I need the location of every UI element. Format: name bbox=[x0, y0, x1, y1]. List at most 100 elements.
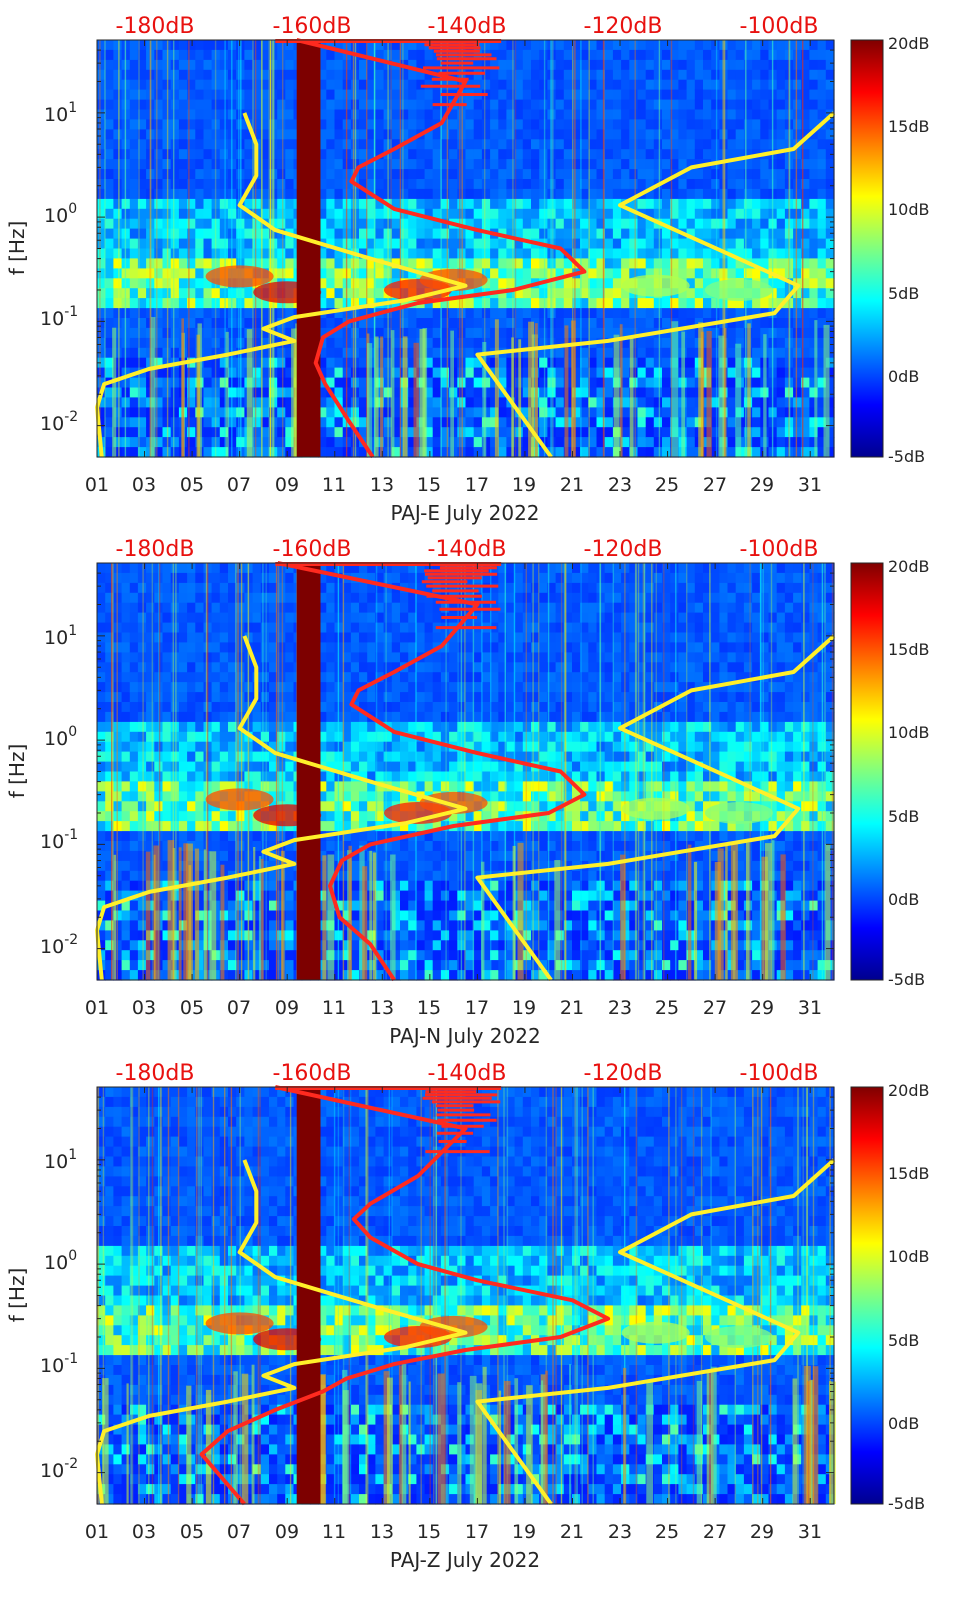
heatmap-cell bbox=[187, 662, 196, 673]
heatmap-cell bbox=[563, 79, 573, 91]
heatmap-cell bbox=[825, 387, 835, 398]
heatmap-cell bbox=[383, 397, 393, 408]
heatmap-cell bbox=[269, 900, 278, 912]
heatmap-cell bbox=[694, 288, 704, 299]
heatmap-cell bbox=[326, 139, 336, 150]
heatmap-cell bbox=[211, 179, 221, 190]
reference-noise-curve bbox=[475, 111, 836, 459]
heatmap-cell bbox=[825, 49, 835, 61]
heatmap-cell bbox=[506, 69, 516, 81]
heatmap-cell bbox=[252, 731, 262, 743]
heatmap-cell bbox=[686, 89, 696, 101]
heatmap-cell bbox=[129, 950, 139, 961]
heatmap-cell bbox=[825, 89, 835, 101]
heatmap-cell bbox=[563, 89, 573, 101]
heatmap-cell bbox=[252, 377, 262, 389]
heatmap-cell bbox=[146, 59, 155, 71]
heatmap-cell bbox=[195, 288, 205, 299]
heatmap-streak bbox=[745, 40, 747, 457]
heatmap-cell bbox=[219, 228, 229, 240]
heatmap-cell bbox=[817, 327, 827, 339]
heatmap-cell bbox=[391, 169, 401, 180]
heatmap-cell bbox=[146, 811, 155, 822]
heatmap-cell bbox=[195, 850, 205, 862]
heatmap-cell bbox=[670, 149, 679, 160]
heatmap-cell bbox=[809, 258, 819, 269]
heatmap-cell bbox=[596, 278, 606, 289]
heatmap-cell bbox=[670, 59, 679, 71]
heatmap-cell bbox=[203, 860, 213, 872]
heatmap-cell bbox=[481, 179, 491, 190]
heatmap-cell bbox=[596, 288, 606, 299]
heatmap-cell bbox=[178, 238, 188, 250]
heatmap-cell bbox=[784, 427, 794, 438]
heatmap-cell bbox=[449, 119, 458, 130]
heatmap-cell bbox=[506, 119, 516, 130]
heatmap-streak bbox=[231, 40, 233, 457]
heatmap-cell bbox=[260, 347, 270, 359]
heatmap-cell bbox=[432, 129, 442, 140]
heatmap-cell bbox=[563, 268, 573, 279]
heatmap-cell bbox=[711, 228, 720, 240]
heatmap-cell bbox=[146, 682, 155, 693]
heatmap-cell bbox=[801, 407, 810, 418]
heatmap-cell bbox=[121, 751, 131, 763]
heatmap-cell bbox=[752, 59, 761, 71]
heatmap-cell bbox=[645, 139, 655, 150]
heatmap-cell bbox=[424, 308, 434, 319]
heatmap-cell bbox=[129, 920, 139, 931]
heatmap-cell bbox=[170, 248, 180, 259]
heatmap-cell bbox=[596, 208, 606, 220]
heatmap-cell bbox=[629, 218, 639, 230]
heatmap-cell bbox=[162, 169, 172, 180]
heatmap-cell bbox=[252, 592, 262, 604]
heatmap-cell bbox=[129, 880, 139, 892]
heatmap-cell bbox=[318, 149, 327, 160]
heatmap-cell bbox=[424, 169, 434, 180]
heatmap-cell bbox=[514, 159, 524, 170]
heatmap-cell bbox=[727, 79, 737, 91]
heatmap-cell bbox=[760, 79, 770, 91]
heatmap-cell bbox=[572, 59, 581, 71]
heatmap-cell bbox=[105, 188, 114, 200]
heatmap-cell bbox=[400, 79, 409, 91]
heatmap-cell bbox=[129, 791, 139, 802]
heatmap-cell bbox=[514, 109, 524, 120]
heatmap-cell bbox=[219, 169, 229, 180]
heatmap-cell bbox=[334, 109, 344, 120]
heatmap-cell bbox=[195, 920, 205, 931]
heatmap-cell bbox=[629, 129, 639, 140]
heatmap-cell bbox=[137, 841, 147, 852]
heatmap-cell bbox=[760, 40, 770, 51]
heatmap-cell bbox=[277, 632, 286, 643]
heatmap-cell bbox=[670, 228, 679, 240]
heatmap-cell bbox=[711, 89, 720, 101]
heatmap-cell bbox=[195, 642, 205, 653]
heatmap-cell bbox=[793, 437, 802, 448]
heatmap-cell bbox=[211, 109, 221, 120]
heatmap-cell bbox=[580, 347, 589, 359]
heatmap-cell bbox=[645, 248, 655, 259]
heatmap-cell bbox=[178, 870, 188, 882]
heatmap-cell bbox=[498, 248, 508, 259]
heatmap-cell bbox=[146, 711, 155, 723]
heatmap-cell bbox=[334, 357, 344, 369]
heatmap-cell bbox=[817, 298, 827, 309]
heatmap-cell bbox=[465, 447, 475, 458]
heatmap-cell bbox=[146, 427, 155, 438]
heatmap-cell bbox=[506, 377, 516, 389]
heatmap-cell bbox=[359, 268, 368, 279]
heatmap-cell bbox=[334, 447, 344, 458]
heatmap-cell bbox=[211, 632, 221, 643]
heatmap-cell bbox=[506, 40, 516, 51]
heatmap-cell bbox=[490, 198, 499, 210]
heatmap-cell bbox=[703, 198, 712, 210]
heatmap-cell bbox=[187, 692, 196, 703]
heatmap-cell bbox=[440, 179, 450, 190]
heatmap-cell bbox=[219, 208, 229, 220]
heatmap-cell bbox=[277, 612, 286, 624]
heatmap-streak bbox=[390, 40, 392, 457]
heatmap-cell bbox=[817, 278, 827, 289]
heatmap-cell bbox=[424, 198, 434, 210]
heatmap-cell bbox=[113, 900, 123, 912]
